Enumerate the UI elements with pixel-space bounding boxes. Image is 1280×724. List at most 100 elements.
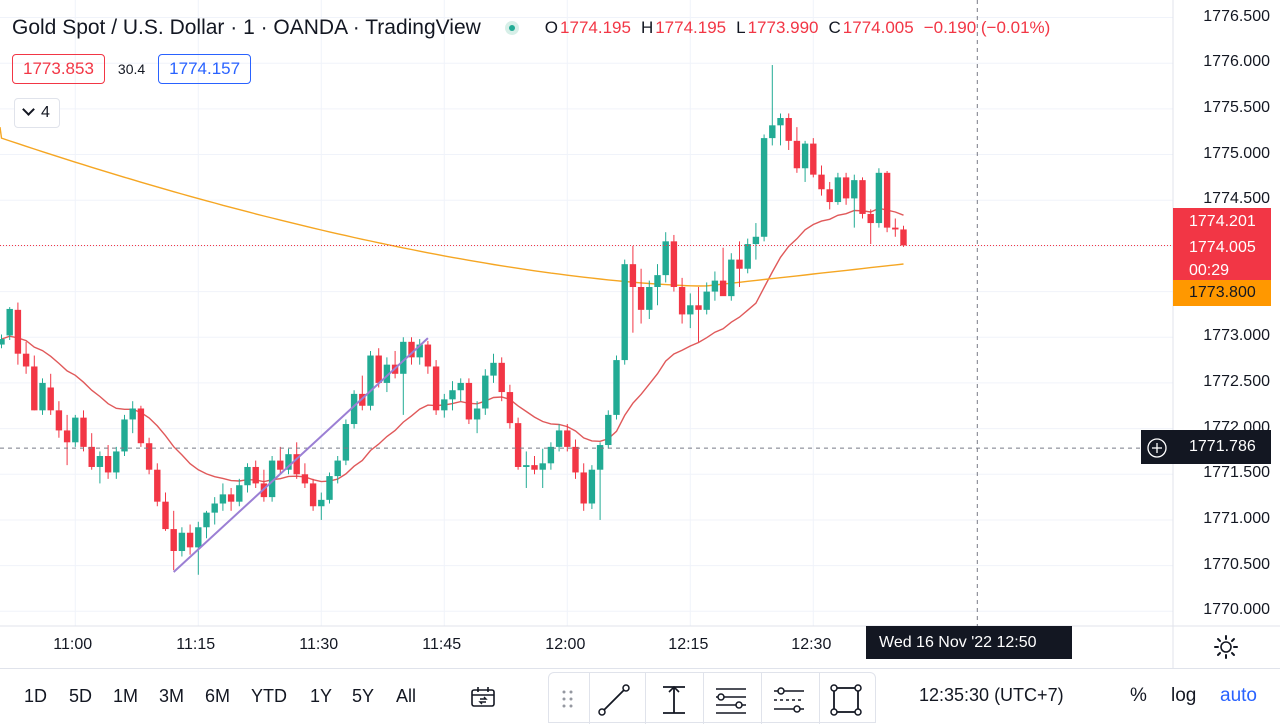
- drag-handle-icon[interactable]: [561, 689, 575, 709]
- range-button-ytd[interactable]: YTD: [251, 686, 287, 706]
- candle: [826, 181, 833, 210]
- date-range-icon[interactable]: [470, 685, 496, 709]
- price-range-tool-icon[interactable]: [657, 683, 691, 717]
- candle: [637, 268, 645, 324]
- candle: [359, 375, 366, 411]
- candle: [104, 445, 112, 479]
- candle: [236, 478, 243, 507]
- y-tick-label: 1775.000: [1203, 144, 1270, 162]
- candle: [629, 245, 637, 333]
- candle: [31, 355, 38, 411]
- timezone-label[interactable]: 12:35:30 (UTC+7): [919, 685, 1064, 705]
- parallel-channel-tool-icon[interactable]: [771, 683, 807, 717]
- range-button-5y[interactable]: 5Y: [352, 686, 375, 706]
- candle: [769, 65, 776, 146]
- candle: [22, 341, 30, 374]
- candle: [449, 381, 456, 411]
- ma-fast-line: [1, 207, 904, 483]
- x-tick-label: 12:00: [545, 636, 586, 653]
- candle: [555, 424, 563, 452]
- y-tick-label: 1770.000: [1203, 601, 1270, 619]
- candle: [80, 410, 87, 452]
- range-button-1y[interactable]: 1Y: [310, 686, 333, 706]
- range-button-all[interactable]: All: [396, 686, 417, 706]
- candle: [39, 378, 46, 415]
- sell-price-button[interactable]: 1773.853: [12, 54, 105, 84]
- range-button-1d[interactable]: 1D: [24, 686, 48, 706]
- range-button-5d[interactable]: 5D: [69, 686, 93, 706]
- settings-gear-icon[interactable]: [1213, 634, 1239, 660]
- symbol-title[interactable]: Gold Spot / U.S. Dollar · 1 · OANDA · Tr…: [12, 16, 481, 39]
- candle: [498, 357, 505, 402]
- range-button-1m[interactable]: 1M: [113, 686, 139, 706]
- candle: [547, 442, 555, 470]
- candle: [531, 456, 538, 475]
- candle: [646, 280, 653, 319]
- y-tick-label: 1771.000: [1203, 509, 1270, 527]
- candle: [129, 401, 136, 434]
- spread-value: 30.4: [117, 61, 146, 77]
- auto-scale-toggle[interactable]: auto: [1220, 685, 1257, 706]
- ohlc-values: O 1774.195 H 1774.195 L 1773.990 C 1774.005 …: [545, 18, 1061, 38]
- add-alert-icon[interactable]: [1146, 437, 1168, 459]
- rectangle-tool-icon[interactable]: [829, 683, 863, 717]
- candle: [424, 340, 432, 374]
- candle: [596, 442, 604, 520]
- low-key: L: [736, 18, 746, 37]
- candle: [252, 460, 259, 488]
- candle: [326, 472, 333, 504]
- candle: [523, 451, 530, 488]
- candle: [408, 337, 415, 365]
- candle: [137, 405, 145, 447]
- high-key: H: [640, 18, 654, 37]
- x-tick-label: 12:15: [668, 636, 709, 653]
- buy-price-button[interactable]: 1774.157: [158, 54, 252, 84]
- candle: [14, 302, 22, 365]
- indicators-toggle-button[interactable]: 4: [14, 98, 60, 128]
- range-button-6m[interactable]: 6M: [205, 686, 231, 706]
- candle: [227, 487, 235, 511]
- fib-retracement-tool-icon[interactable]: [713, 683, 749, 717]
- candle: [309, 478, 317, 511]
- close-key: C: [828, 18, 841, 37]
- price-chart[interactable]: [0, 0, 1280, 668]
- trend-line-drawing[interactable]: [173, 337, 429, 573]
- candle: [47, 373, 54, 415]
- x-tick-label: 11:15: [176, 636, 216, 653]
- y-tick-label: 1776.000: [1203, 53, 1270, 71]
- candle: [342, 419, 350, 466]
- candle: [441, 393, 448, 418]
- y-tick-label: 1771.500: [1203, 464, 1270, 482]
- candle: [350, 390, 358, 429]
- candle: [178, 527, 186, 557]
- candle: [203, 510, 210, 539]
- candle: [482, 369, 489, 415]
- candle: [760, 134, 768, 242]
- candle: [621, 259, 628, 365]
- candle: [670, 234, 678, 292]
- candle: [851, 174, 858, 228]
- candle: [113, 446, 120, 479]
- candle: [375, 348, 382, 388]
- candle: [539, 448, 546, 488]
- percent-scale-toggle[interactable]: %: [1130, 685, 1147, 706]
- candle: [268, 456, 276, 502]
- y-tick-label: 1774.500: [1203, 190, 1270, 208]
- trend-line-tool-icon[interactable]: [597, 683, 631, 717]
- open-value: 1774.195: [560, 18, 631, 37]
- close-value: 1774.005: [842, 18, 914, 37]
- drawing-tools-panel: [548, 672, 876, 724]
- range-button-3m[interactable]: 3M: [159, 686, 185, 706]
- log-scale-toggle[interactable]: log: [1171, 685, 1197, 706]
- candle: [744, 238, 751, 274]
- candle: [416, 339, 423, 365]
- candle: [654, 264, 661, 306]
- ma-slow-line: [0, 127, 904, 287]
- market-open-icon: [504, 21, 519, 35]
- candle: [687, 293, 694, 329]
- candle: [277, 446, 284, 475]
- candle: [728, 253, 735, 301]
- x-tick-label: 11:30: [299, 636, 339, 653]
- candle: [367, 350, 374, 411]
- x-tick-label: 11:45: [422, 636, 462, 653]
